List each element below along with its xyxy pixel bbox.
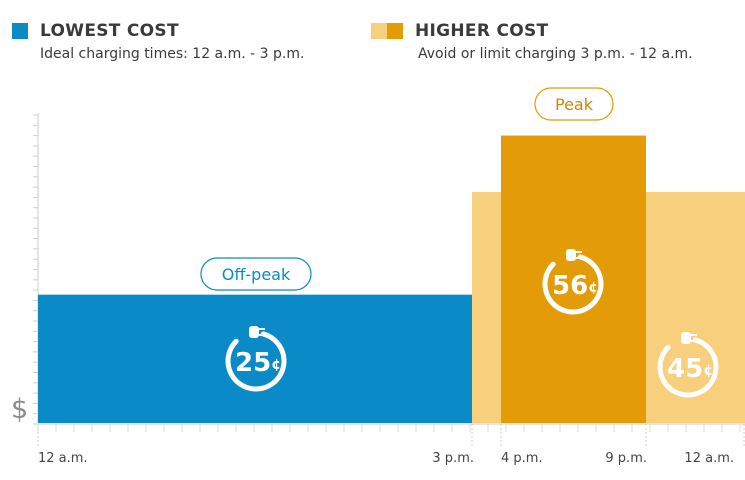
legend-swatch-low xyxy=(12,23,28,39)
x-tick-label: 3 p.m. xyxy=(432,451,474,466)
tag-pill-off-peak xyxy=(200,257,312,291)
ring-arc-icon xyxy=(657,337,719,398)
x-tick-label: 9 p.m. xyxy=(605,451,647,466)
plug-icon xyxy=(566,249,576,261)
price-label: 56¢ xyxy=(552,271,598,301)
price-icon-off-peak: 25¢ xyxy=(225,326,287,392)
bar-off-peak-0 xyxy=(38,294,472,423)
legend-description-high: Avoid or limit charging 3 p.m. - 12 a.m. xyxy=(418,46,693,62)
ring-arc-icon xyxy=(225,331,287,392)
bar-mid-peak-1 xyxy=(472,192,501,423)
price-icon-mid-peak: 45¢ xyxy=(657,332,719,398)
legend-title-low: LOWEST COST xyxy=(40,21,179,41)
legend-title-high: HIGHER COST xyxy=(415,21,549,41)
y-axis-symbol: $ xyxy=(11,394,28,425)
x-tick-label: 4 p.m. xyxy=(501,451,543,466)
tag-label-off-peak: Off-peak xyxy=(222,265,291,284)
price-label: 25¢ xyxy=(235,348,281,378)
tag-pill-peak xyxy=(534,87,614,121)
x-tick-label: 12 a.m. xyxy=(684,451,734,466)
legend-swatch-high-dark xyxy=(387,23,403,39)
legend-swatch-high-light xyxy=(371,23,387,39)
plug-icon xyxy=(681,332,691,344)
ring-arc-icon xyxy=(542,254,604,315)
legend-lowest-cost: LOWEST COST Ideal charging times: 12 a.m… xyxy=(12,18,304,62)
plug-icon xyxy=(249,326,259,338)
bar-mid-peak-3 xyxy=(646,192,745,423)
tag-label-peak: Peak xyxy=(555,95,594,114)
price-label: 45¢ xyxy=(667,354,713,384)
bar-peak-2 xyxy=(501,135,646,424)
price-icon-peak: 56¢ xyxy=(542,249,604,315)
x-tick-label: 12 a.m. xyxy=(38,451,88,466)
legend-higher-cost: HIGHER COST Avoid or limit charging 3 p.… xyxy=(371,18,693,62)
legend-description-low: Ideal charging times: 12 a.m. - 3 p.m. xyxy=(40,46,305,62)
